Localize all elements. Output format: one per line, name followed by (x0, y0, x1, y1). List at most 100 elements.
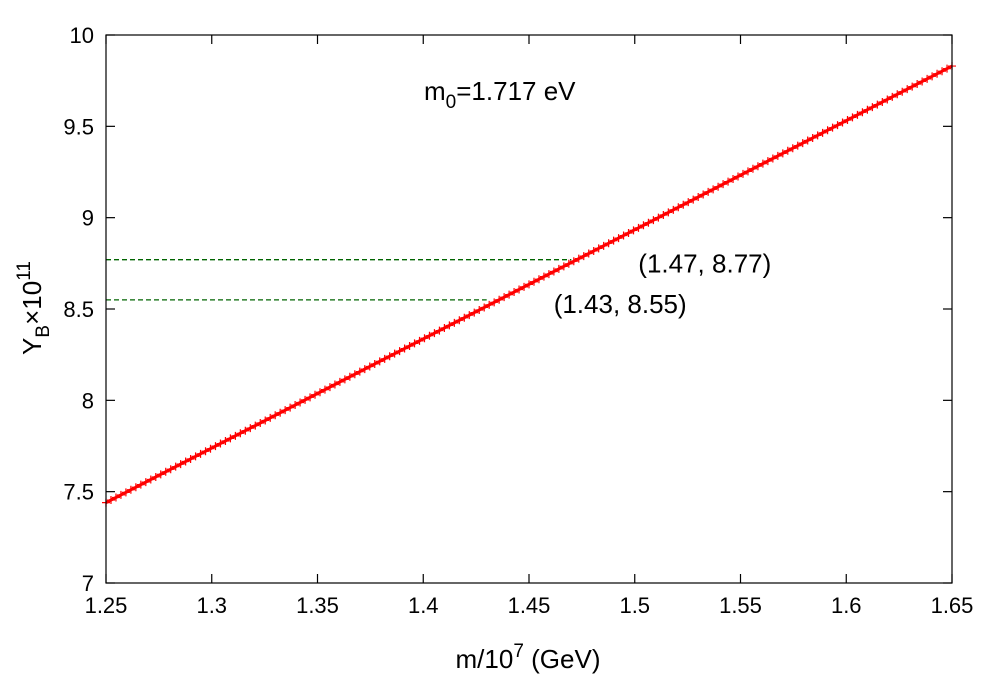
data-point (579, 252, 588, 261)
data-point (743, 167, 752, 176)
data-point (460, 313, 469, 322)
data-point (918, 77, 927, 86)
data-point (151, 472, 160, 481)
y-tick-label: 9 (82, 206, 94, 231)
data-point (634, 223, 643, 232)
data-point (136, 480, 145, 489)
data-point (360, 365, 369, 374)
data-point (166, 465, 175, 474)
y-axis-title: YB×1011 (14, 261, 54, 355)
y-tick-label: 7 (82, 571, 94, 596)
data-point (106, 496, 115, 505)
data-point (505, 290, 514, 299)
x-tick-label: 1.35 (296, 593, 339, 618)
data-point (306, 393, 315, 402)
data-point (311, 390, 320, 399)
data-point (141, 478, 150, 487)
data-point (734, 172, 743, 181)
data-point (624, 228, 633, 237)
data-point (131, 483, 140, 492)
data-point (480, 303, 489, 312)
data-point (500, 293, 509, 302)
data-point (748, 164, 757, 173)
data-point (709, 185, 718, 194)
data-point (788, 144, 797, 153)
data-point (604, 239, 613, 248)
data-point (281, 406, 290, 415)
data-point (853, 110, 862, 119)
data-point (216, 439, 225, 448)
data-point (186, 454, 195, 463)
data-point (644, 218, 653, 227)
data-point (256, 419, 265, 428)
y-tick-label: 8.5 (63, 297, 94, 322)
x-tick-label: 1.6 (831, 593, 862, 618)
data-point (330, 380, 339, 389)
data-point (365, 362, 374, 371)
data-point (574, 254, 583, 263)
data-point (246, 424, 255, 433)
data-point (266, 413, 275, 422)
data-point (569, 257, 578, 266)
data-point (594, 244, 603, 253)
annotations: (1.47, 8.77) (1.43, 8.55) (554, 249, 772, 319)
data-point (848, 113, 857, 122)
data-point (345, 372, 354, 381)
data-point (893, 90, 902, 99)
data-point (181, 457, 190, 466)
data-point (619, 231, 628, 240)
data-point (554, 264, 563, 273)
data-point (271, 411, 280, 420)
x-tick-label: 1.55 (719, 593, 762, 618)
data-point (928, 72, 937, 81)
data-point (455, 316, 464, 325)
data-point (226, 434, 235, 443)
data-point (206, 444, 215, 453)
data-point (286, 403, 295, 412)
data-point (823, 126, 832, 135)
data-point (529, 277, 538, 286)
data-point (798, 139, 807, 148)
y-tick-label: 8 (82, 388, 94, 413)
data-point (724, 177, 733, 186)
inset-label-rest: =1.717 eV (456, 76, 576, 106)
data-point (261, 416, 270, 425)
data-point (211, 442, 220, 451)
data-point (888, 92, 897, 101)
data-point (121, 488, 130, 497)
data-point (325, 383, 334, 392)
data-point (629, 226, 638, 235)
data-point (559, 262, 568, 271)
data-point (450, 318, 459, 327)
data-point (694, 193, 703, 202)
data-point (639, 221, 648, 230)
data-point (470, 308, 479, 317)
inset-label-base: m (424, 76, 446, 106)
y-tick-label: 7.5 (63, 480, 94, 505)
data-point (808, 133, 817, 142)
data-point (549, 267, 558, 276)
x-tick-label: 1.5 (619, 593, 650, 618)
data-point (923, 74, 932, 83)
data-point (564, 259, 573, 268)
data-point (380, 354, 389, 363)
data-point (793, 141, 802, 150)
data-point (758, 159, 767, 168)
data-point (296, 398, 305, 407)
point-annotation: (1.47, 8.77) (638, 249, 771, 279)
series-layer (102, 62, 956, 507)
data-point (763, 157, 772, 166)
y-tick-label: 9.5 (63, 114, 94, 139)
data-point (659, 211, 668, 220)
data-point (510, 288, 519, 297)
data-point (674, 203, 683, 212)
data-point (465, 311, 474, 320)
data-point (241, 426, 250, 435)
data-point (335, 377, 344, 386)
data-point (390, 349, 399, 358)
data-point (843, 115, 852, 124)
data-point (400, 344, 409, 353)
data-point (231, 431, 240, 440)
data-point (116, 490, 125, 499)
data-point (395, 347, 404, 356)
